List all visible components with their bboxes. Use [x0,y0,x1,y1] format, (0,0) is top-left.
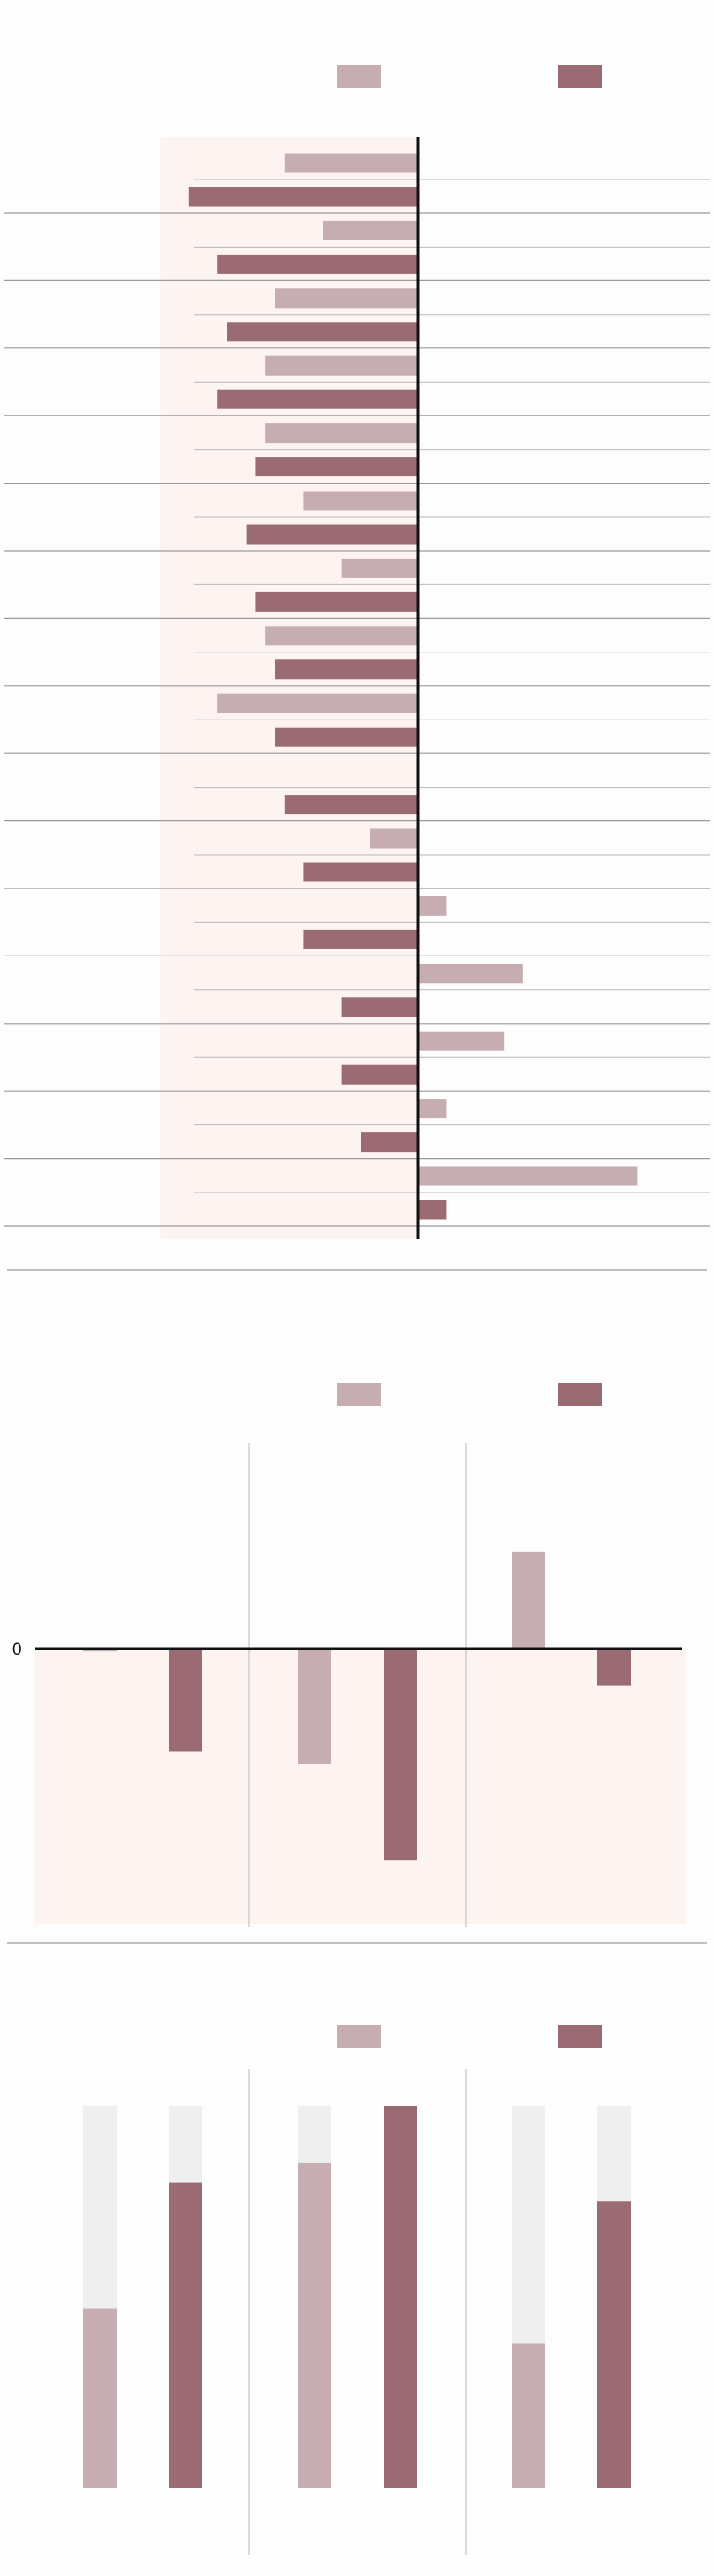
bar-series-2 [217,389,418,409]
bar-series-2 [597,1649,631,1686]
bar-series-1 [303,491,418,511]
bar-series-1 [265,626,418,646]
bar-series-2 [303,862,418,882]
bar-series-1 [83,1649,117,1652]
legend-swatch-1-chart-3 [337,2025,381,2048]
bar-series-1 [341,558,418,578]
bar-series-2 [246,524,418,545]
progress-fill-series-2 [597,2201,631,2488]
legend-swatch-1-chart-2 [337,1383,381,1406]
bar-series-1 [512,1551,545,1649]
bar-series-1 [418,1166,638,1186]
progress-fill-series-1 [512,2343,545,2488]
bar-series-2 [341,997,418,1017]
bar-series-2 [255,591,418,612]
bar-series-2 [217,254,418,274]
progress-fill-series-2 [169,2182,202,2488]
bar-series-2 [284,795,418,815]
y-zero-tick-label: 0 [12,1641,22,1659]
bar-series-2 [303,929,418,949]
bar-series-1 [284,153,418,173]
bar-series-2 [227,322,418,342]
bar-series-1 [265,423,418,444]
bar-series-1 [217,693,418,713]
progress-fill-series-1 [83,2308,117,2488]
progress-fill-series-2 [384,2106,417,2488]
legend-swatch-2-chart-2 [558,1383,602,1406]
bar-series-1 [418,964,523,984]
bar-series-1 [370,828,418,849]
bar-series-2 [169,1649,202,1752]
negative-band [35,1649,686,1924]
bar-series-1 [323,220,418,240]
bar-series-2 [418,1200,447,1220]
bar-series-2 [275,659,418,680]
bar-series-1 [265,355,418,376]
bar-series-1 [418,1031,505,1051]
bar-series-2 [361,1132,418,1153]
bar-series-1 [418,1099,447,1119]
bar-series-1 [298,1649,331,1764]
bar-series-2 [275,727,418,747]
bar-series-1 [275,288,418,309]
bar-series-2 [255,457,418,477]
legend-swatch-1-chart-1 [337,65,381,88]
legend-swatch-2-chart-1 [558,65,602,88]
bar-series-2 [188,187,419,207]
bar-series-2 [341,1064,418,1085]
legend-swatch-2-chart-3 [558,2025,602,2048]
bar-series-2 [384,1649,417,1861]
bar-series-1 [418,896,447,916]
progress-fill-series-1 [298,2162,331,2488]
negative-band [160,137,418,1239]
